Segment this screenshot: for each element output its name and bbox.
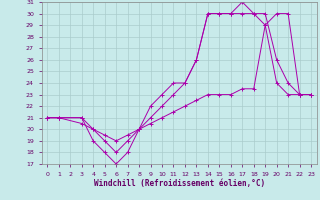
X-axis label: Windchill (Refroidissement éolien,°C): Windchill (Refroidissement éolien,°C): [94, 179, 265, 188]
